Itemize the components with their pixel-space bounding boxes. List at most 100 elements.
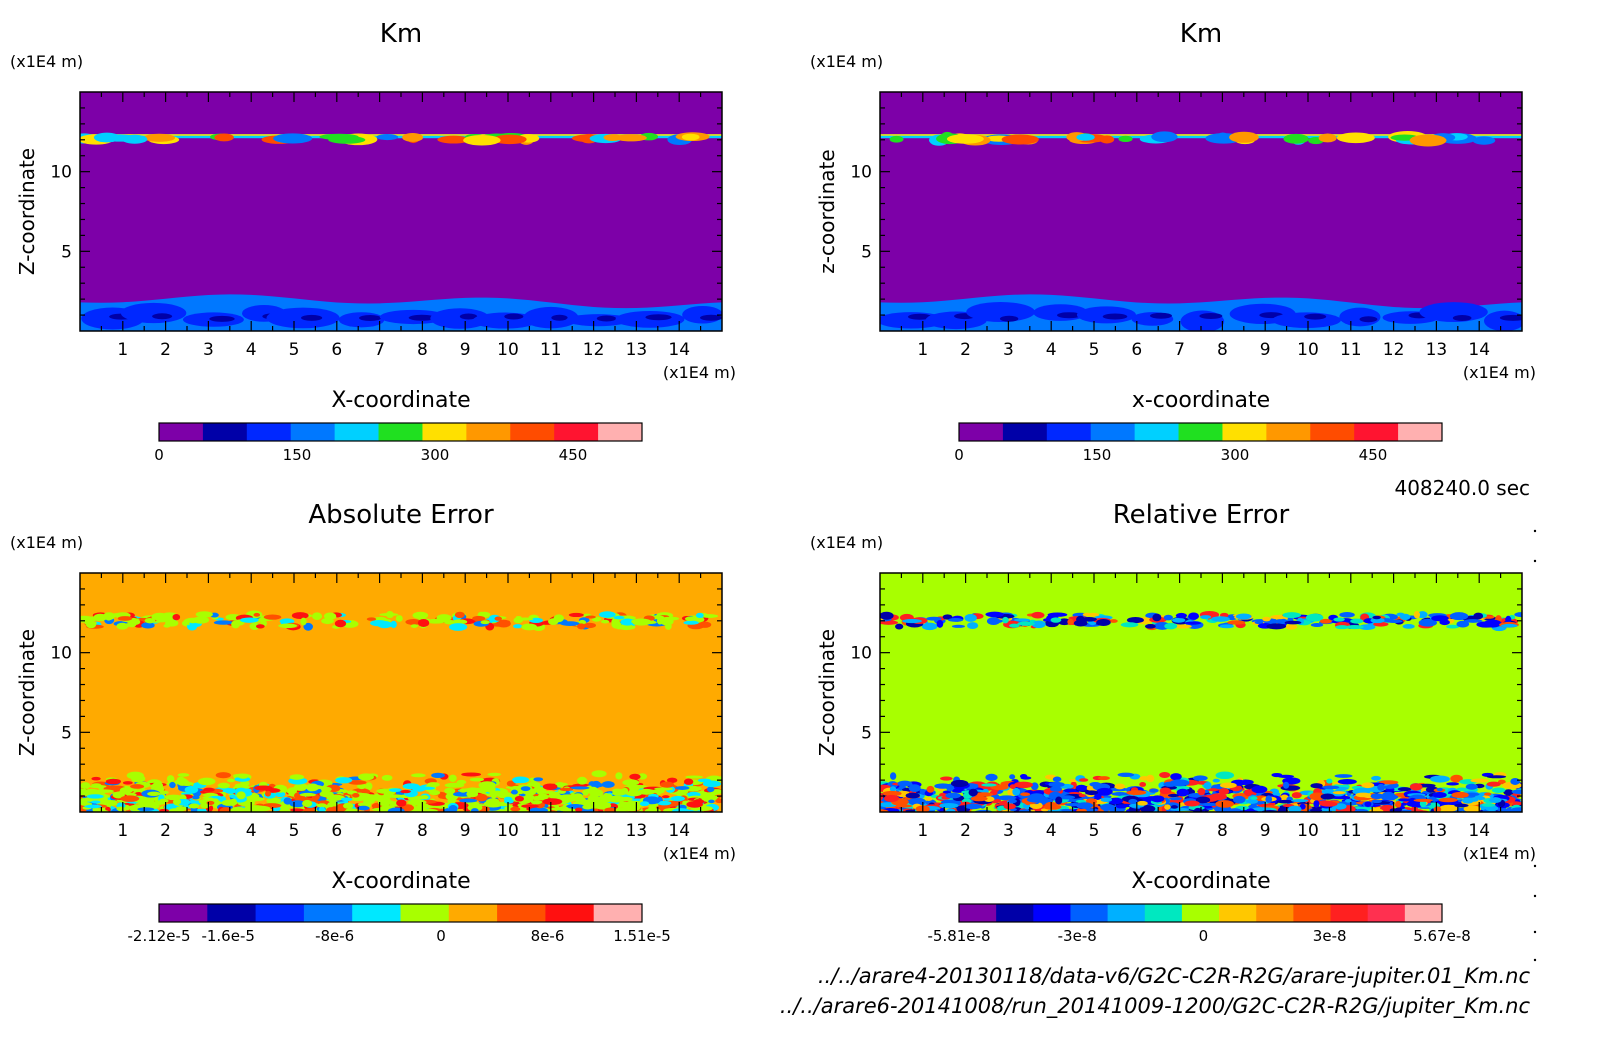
error-cell	[1417, 611, 1428, 619]
error-cell	[1395, 800, 1402, 808]
error-cell	[1200, 615, 1212, 619]
error-cell	[357, 805, 370, 811]
error-cell	[1012, 787, 1021, 796]
colorbar-swatch	[1046, 423, 1092, 441]
heatmap-background	[80, 92, 722, 331]
top-band-blob	[681, 133, 700, 141]
error-cell	[942, 790, 952, 794]
error-cell	[695, 612, 704, 618]
error-cell	[1446, 624, 1460, 629]
error-cell	[1052, 776, 1062, 783]
panel-4: Relative Error(x1E4 m)1 2 3 4 5 6 7 8 9 10 11 12 13 1…	[810, 500, 1536, 945]
colorbar-swatch	[1310, 423, 1355, 441]
error-cell	[589, 789, 604, 797]
colorbar-swatch	[255, 904, 305, 922]
x-tick-label: 1	[117, 821, 128, 841]
error-cell	[583, 622, 597, 629]
top-band-blob	[1216, 132, 1230, 143]
error-cell	[1361, 782, 1375, 789]
error-cell	[532, 795, 543, 801]
error-cell	[598, 611, 616, 618]
top-band-base	[80, 134, 722, 139]
bottom-blob-core	[209, 315, 235, 322]
error-cell	[184, 785, 199, 794]
error-cell	[357, 783, 367, 790]
x-unit-label: (x1E4 m)	[1463, 363, 1536, 382]
error-cell	[1080, 617, 1097, 622]
error-cell	[395, 615, 403, 622]
error-cell	[217, 782, 230, 789]
error-cell	[1079, 778, 1089, 782]
error-cell	[381, 774, 393, 781]
error-cell	[400, 789, 411, 794]
error-cell	[1120, 622, 1139, 628]
error-cell	[950, 779, 969, 788]
x-tick-label: 3	[203, 821, 214, 841]
error-cell	[461, 772, 482, 777]
error-cell	[275, 791, 286, 798]
error-cell	[1451, 791, 1469, 799]
error-cell	[472, 615, 486, 622]
x-tick-label: 11	[540, 821, 562, 841]
error-cell	[480, 620, 490, 625]
error-cell	[1433, 806, 1442, 812]
error-cell	[1456, 620, 1470, 628]
error-cell	[1432, 792, 1447, 799]
error-cell	[105, 778, 122, 785]
error-cell	[654, 787, 674, 791]
x-tick-label: 5	[289, 821, 300, 841]
colorbar-swatch	[554, 423, 599, 441]
error-cell	[575, 796, 587, 805]
error-cell	[448, 774, 457, 783]
colorbar-tick-label: 450	[1359, 446, 1388, 464]
x-tick-label: 9	[460, 821, 471, 841]
colorbar-tick-label: 150	[283, 446, 312, 464]
error-cell	[1094, 792, 1102, 800]
error-cell	[942, 614, 953, 620]
error-cell	[126, 771, 144, 780]
error-cell	[151, 800, 164, 806]
colorbar-swatch	[1404, 904, 1443, 922]
panel-3: Absolute Error(x1E4 m)1 2 3 4 5 6 7 8 9 10 11 12 13 1…	[10, 500, 736, 945]
error-cell	[1108, 787, 1129, 792]
error-cell	[880, 620, 899, 625]
colorbar-swatch	[510, 423, 555, 441]
error-cell	[1319, 801, 1338, 807]
error-cell	[582, 804, 594, 810]
x-tick-label: 3	[1003, 340, 1014, 360]
error-cell	[390, 620, 397, 629]
colorbar-swatch	[378, 423, 423, 441]
error-cell	[1450, 774, 1463, 783]
error-cell	[266, 797, 281, 804]
x-tick-label: 2	[160, 821, 171, 841]
top-band-blob	[437, 135, 470, 144]
error-cell	[164, 794, 184, 801]
error-cell	[289, 774, 305, 780]
error-cell	[1358, 624, 1376, 631]
error-cell	[447, 797, 457, 804]
colorbar-tick-label: 300	[421, 446, 450, 464]
error-cell	[343, 808, 359, 812]
top-band-blob	[214, 133, 234, 142]
error-cell	[303, 622, 313, 631]
x-tick-label: 6	[331, 340, 342, 360]
y-tick-label: 5	[61, 723, 72, 743]
error-cell	[1484, 792, 1492, 796]
error-cell	[621, 787, 629, 795]
error-cell	[1377, 783, 1386, 791]
error-cell	[1370, 617, 1385, 624]
error-cell	[323, 612, 337, 620]
error-cell	[1057, 795, 1076, 800]
bottom-blob-core	[1359, 316, 1378, 323]
error-cell	[1466, 798, 1479, 802]
error-cell	[456, 779, 467, 785]
colorbar-swatch	[1266, 423, 1311, 441]
panel-title: Relative Error	[1113, 500, 1290, 530]
top-band-blob	[1118, 135, 1133, 143]
error-cell	[660, 781, 675, 788]
error-cell	[1172, 617, 1186, 623]
error-cell	[908, 784, 921, 793]
error-cell	[945, 792, 961, 799]
x-axis-label: x-coordinate	[1132, 388, 1270, 413]
colorbar-tick-label: 150	[1083, 446, 1112, 464]
